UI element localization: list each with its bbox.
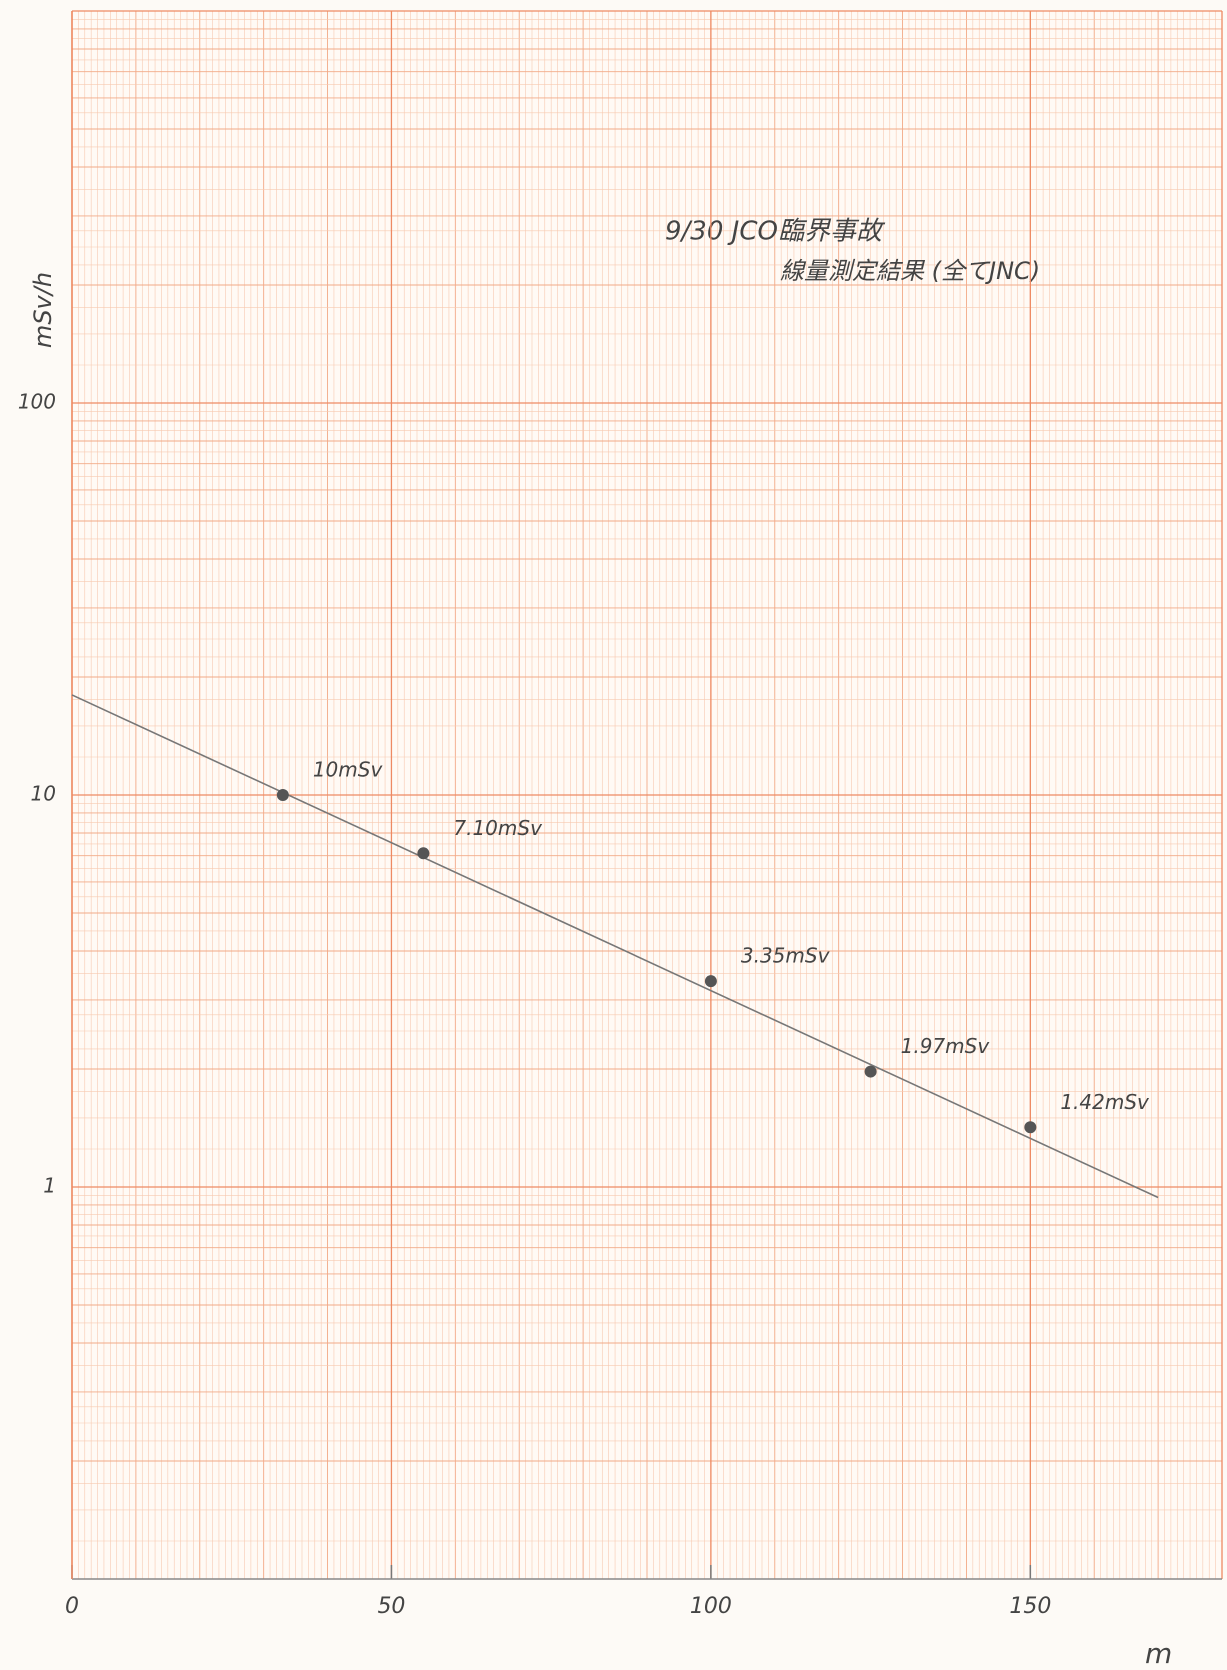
data-point [705, 975, 717, 987]
data-label: 7.10mSv [453, 816, 543, 840]
y-tick-label: 100 [18, 390, 56, 414]
x-tick-label: 100 [690, 1594, 732, 1619]
data-label: 10mSv [313, 758, 384, 782]
x-axis-label: m [1145, 1637, 1172, 1670]
data-label: 3.35mSv [741, 944, 831, 968]
y-tick-label: 1 [43, 1174, 56, 1198]
data-point [417, 847, 429, 859]
y-tick-label: 10 [31, 782, 56, 806]
data-point [277, 789, 289, 801]
data-label: 1.97mSv [901, 1034, 991, 1058]
data-point [1024, 1121, 1036, 1133]
chart-title: 9/30 JCO臨界事故 [665, 217, 886, 247]
data-label: 1.42mSv [1060, 1090, 1150, 1114]
x-tick-label: 0 [65, 1594, 79, 1619]
y-axis-label: mSv/h [29, 272, 57, 348]
chart-subtitle: 線量測定結果 (全てJNC) [780, 257, 1040, 285]
data-point [865, 1066, 877, 1078]
x-tick-label: 150 [1009, 1594, 1051, 1619]
x-tick-label: 50 [377, 1594, 405, 1619]
chart: 9/30 JCO臨界事故 線量測定結果 (全てJNC) mSv/h m 1 10 1… [0, 0, 1227, 1670]
